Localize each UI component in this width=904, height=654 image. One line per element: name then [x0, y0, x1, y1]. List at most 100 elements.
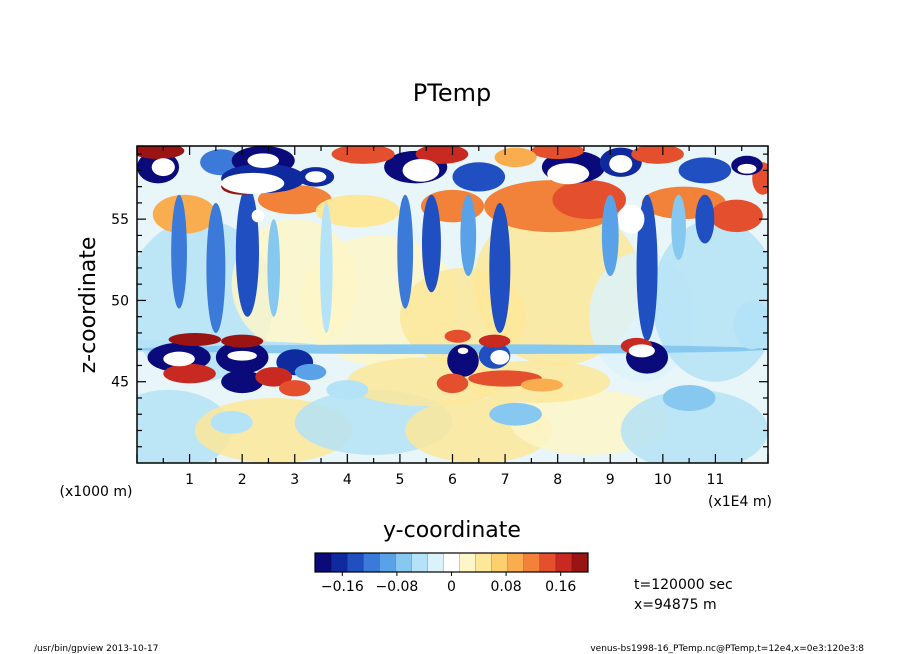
cold-cell — [678, 157, 732, 184]
cold-plume — [460, 194, 477, 277]
cold-plume — [171, 194, 187, 309]
colorbar-swatch — [523, 553, 541, 572]
field-blob — [620, 389, 768, 463]
footer-left: /usr/bin/gpview 2013-10-17 — [34, 644, 158, 654]
x-tick-label: 7 — [501, 472, 510, 488]
colorbar-swatch — [331, 553, 348, 572]
x-tick-label: 6 — [448, 472, 457, 488]
cold-plume — [489, 202, 511, 333]
overflow-cell — [737, 163, 757, 174]
colorbar-swatch — [459, 553, 477, 572]
warm-patch — [710, 199, 763, 233]
warm-rim — [631, 146, 684, 164]
warm-rim — [494, 147, 537, 168]
lower-warm — [520, 378, 563, 392]
warm-patch — [315, 194, 400, 228]
cold-plume — [267, 219, 281, 317]
lower-pale — [662, 384, 716, 411]
y-tick-label: 50 — [111, 293, 129, 309]
overflow-cell — [618, 204, 645, 234]
x-tick-label: 1 — [185, 472, 194, 488]
overflow-cell — [457, 347, 469, 355]
lower-warm — [255, 367, 293, 387]
colorbar-tick-label: 0.08 — [491, 579, 522, 595]
lower-pale — [733, 300, 768, 350]
cold-plume — [422, 194, 441, 293]
overflow-cell — [251, 209, 265, 223]
lower-pale — [210, 410, 253, 434]
colorbar-swatch — [363, 553, 380, 572]
position-annotation: x=94875 m — [634, 597, 717, 613]
x-tick-label: 5 — [395, 472, 404, 488]
lower-pale — [326, 380, 369, 400]
colorbar-tick-label: −0.16 — [321, 579, 364, 595]
x-tick-label: 9 — [606, 472, 615, 488]
colorbar-swatch — [539, 553, 557, 572]
x-axis: 1 2 3 4 5 6 7 8 9 10 11 — [136, 146, 769, 488]
colorbar-swatch — [347, 553, 364, 572]
colorbar-tick-label: 0.16 — [545, 579, 576, 595]
lower-warm — [168, 332, 222, 346]
chart-title: PTemp — [413, 79, 491, 107]
lower-warm — [278, 380, 311, 397]
cold-cell — [452, 162, 506, 192]
warm-rim — [137, 146, 185, 160]
colorbar-swatch — [411, 553, 428, 572]
colorbar-swatch — [315, 553, 332, 572]
overflow-cell — [227, 350, 257, 361]
colorbar-swatch — [395, 553, 412, 572]
lower-warm — [163, 363, 216, 384]
lower-cold — [447, 344, 479, 377]
warm-rim — [331, 146, 395, 164]
warm-rim — [415, 146, 469, 164]
x-tick-label: 8 — [553, 472, 562, 488]
x-unit-label: (x1E4 m) — [708, 494, 772, 510]
colorbar-tick-label: −0.08 — [375, 579, 418, 595]
y-tick-label: 45 — [111, 375, 129, 391]
overflow-cell — [163, 351, 195, 367]
time-annotation: t=120000 sec — [634, 577, 733, 593]
y-axis: 45 50 55 — [111, 153, 768, 448]
overflow-cell — [628, 344, 655, 358]
cold-plume — [397, 194, 414, 309]
x-tick-label: 3 — [290, 472, 299, 488]
colorbar-swatch — [555, 553, 573, 572]
heatmap-area — [137, 146, 768, 463]
x-tick-label: 2 — [238, 472, 247, 488]
cold-plume — [319, 202, 333, 333]
colorbar-swatch — [507, 553, 525, 572]
lower-pale — [489, 402, 542, 426]
cold-cell — [200, 149, 243, 176]
overflow-cell — [221, 172, 285, 194]
x-axis-label: y-coordinate — [383, 518, 521, 543]
overflow-cell — [151, 158, 175, 177]
colorbar-swatch — [443, 553, 461, 572]
footer-right: venus-bs1998-16_PTemp.nc@PTemp,t=12e4,x=… — [590, 644, 864, 654]
colorbar-swatch — [475, 553, 493, 572]
lower-warm — [436, 373, 469, 394]
cold-plume — [695, 194, 715, 244]
overflow-cell — [247, 153, 279, 168]
lower-cold — [221, 370, 264, 394]
lower-cold — [294, 363, 327, 381]
colorbar-swatch — [379, 553, 396, 572]
x-tick-label: 4 — [343, 472, 352, 488]
colorbar-swatch — [427, 553, 444, 572]
cold-plume — [206, 202, 226, 333]
lower-warm — [478, 334, 511, 348]
overflow-cell — [305, 171, 327, 183]
colorbar-swatch — [491, 553, 509, 572]
overflow-cell — [547, 163, 590, 185]
y-unit-label: (x1000 m) — [60, 484, 133, 500]
lower-warm — [444, 329, 471, 343]
x-tick-label: 10 — [654, 472, 672, 488]
x-tick-label: 11 — [707, 472, 725, 488]
cold-plume — [235, 186, 259, 317]
overflow-cell — [609, 154, 633, 173]
y-axis-label: z-coordinate — [76, 237, 101, 374]
cold-plume — [671, 194, 686, 260]
colorbar: −0.16 −0.08 0 0.08 0.16 — [314, 552, 589, 595]
y-tick-label: 55 — [111, 212, 129, 228]
colorbar-tick-label: 0 — [447, 579, 456, 595]
